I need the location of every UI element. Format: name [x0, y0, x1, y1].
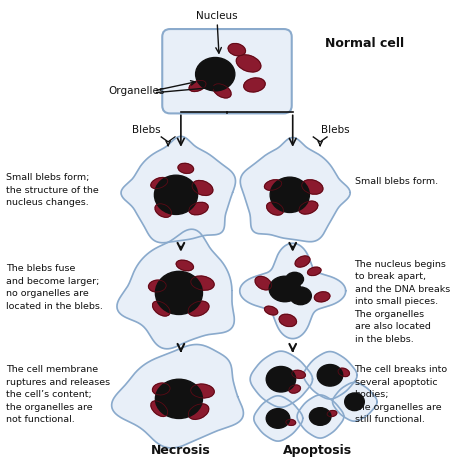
Polygon shape: [117, 229, 234, 349]
Ellipse shape: [270, 177, 310, 212]
Ellipse shape: [266, 409, 290, 428]
Ellipse shape: [314, 292, 330, 302]
Polygon shape: [250, 351, 312, 407]
Text: The nucleus begins
to break apart,
and the DNA breaks
into small pieces.
The org: The nucleus begins to break apart, and t…: [355, 260, 450, 344]
Ellipse shape: [155, 379, 202, 419]
Ellipse shape: [267, 202, 283, 215]
Polygon shape: [304, 352, 357, 399]
Ellipse shape: [192, 181, 213, 195]
Ellipse shape: [292, 370, 305, 378]
Ellipse shape: [264, 306, 278, 315]
Ellipse shape: [345, 393, 365, 410]
Text: The cell membrane
ruptures and releases
the cell’s content;
the organelles are
n: The cell membrane ruptures and releases …: [6, 365, 110, 425]
Text: Blebs: Blebs: [320, 125, 349, 135]
Polygon shape: [112, 345, 244, 448]
Text: Blebs: Blebs: [132, 125, 161, 135]
Ellipse shape: [290, 287, 311, 305]
Text: The blebs fuse
and become larger;
no organelles are
located in the blebs.: The blebs fuse and become larger; no org…: [6, 264, 103, 311]
FancyBboxPatch shape: [162, 29, 292, 113]
Ellipse shape: [310, 408, 331, 425]
Ellipse shape: [286, 419, 296, 425]
Ellipse shape: [178, 164, 193, 173]
Ellipse shape: [289, 385, 301, 393]
Ellipse shape: [191, 276, 214, 290]
Text: Necrosis: Necrosis: [151, 444, 211, 457]
Ellipse shape: [189, 81, 206, 91]
Ellipse shape: [255, 276, 272, 290]
Text: The cell breaks into
several apoptotic
bodies;
the organelles are
still function: The cell breaks into several apoptotic b…: [355, 365, 447, 425]
Ellipse shape: [286, 272, 303, 286]
Ellipse shape: [338, 368, 349, 376]
Text: Organelles: Organelles: [109, 86, 165, 96]
Ellipse shape: [155, 271, 202, 314]
Ellipse shape: [269, 276, 301, 302]
Ellipse shape: [153, 383, 170, 395]
Ellipse shape: [151, 178, 168, 189]
Text: Nucleus: Nucleus: [196, 11, 238, 21]
Text: Small blebs form;
the structure of the
nucleus changes.: Small blebs form; the structure of the n…: [6, 173, 99, 207]
Ellipse shape: [155, 175, 198, 214]
Ellipse shape: [153, 301, 170, 316]
Ellipse shape: [148, 280, 166, 292]
Ellipse shape: [327, 410, 337, 417]
Ellipse shape: [317, 365, 343, 386]
Ellipse shape: [244, 78, 265, 92]
Ellipse shape: [176, 260, 193, 271]
Ellipse shape: [189, 202, 208, 215]
Ellipse shape: [196, 57, 235, 91]
Ellipse shape: [237, 55, 261, 72]
Ellipse shape: [188, 404, 209, 419]
Ellipse shape: [302, 180, 323, 194]
Ellipse shape: [155, 204, 172, 217]
Ellipse shape: [213, 84, 231, 98]
Polygon shape: [240, 243, 346, 338]
Polygon shape: [254, 396, 303, 441]
Ellipse shape: [228, 44, 246, 56]
Text: Normal cell: Normal cell: [325, 37, 404, 50]
Polygon shape: [297, 395, 344, 438]
Polygon shape: [240, 137, 350, 242]
Ellipse shape: [191, 384, 214, 398]
Ellipse shape: [264, 180, 282, 190]
Ellipse shape: [295, 256, 310, 267]
Ellipse shape: [266, 366, 296, 392]
Ellipse shape: [279, 314, 296, 327]
Ellipse shape: [151, 401, 168, 416]
Text: Apoptosis: Apoptosis: [283, 444, 352, 457]
Polygon shape: [121, 137, 236, 243]
Text: Small blebs form.: Small blebs form.: [355, 177, 438, 186]
Ellipse shape: [308, 267, 321, 275]
Ellipse shape: [188, 301, 209, 316]
Polygon shape: [333, 383, 377, 421]
Ellipse shape: [299, 201, 318, 214]
